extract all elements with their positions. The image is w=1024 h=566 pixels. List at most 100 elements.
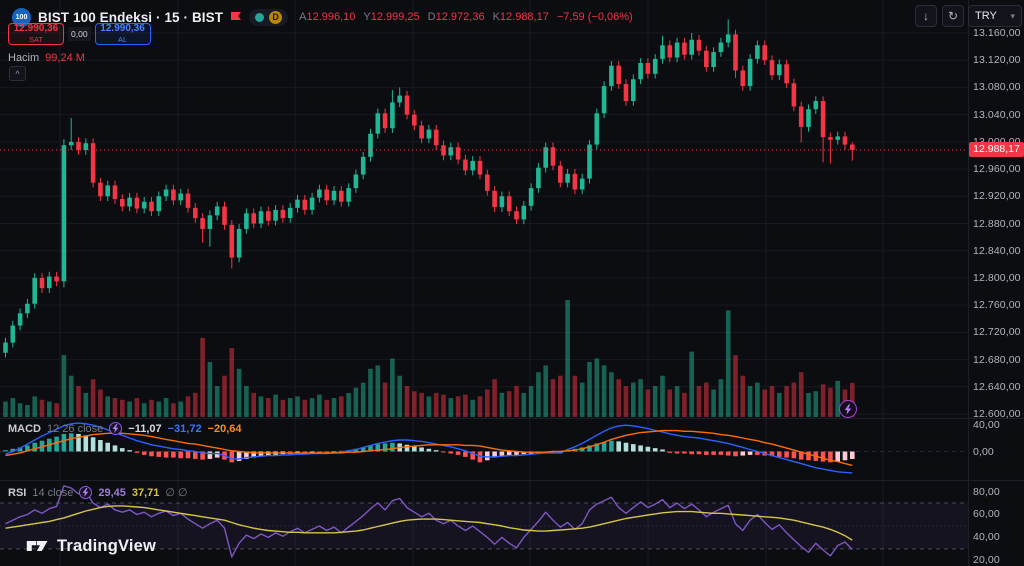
macd-hist-bar: [835, 451, 840, 462]
rsi-empty-values: ∅ ∅: [165, 487, 188, 499]
macd-hist-bar: [842, 451, 848, 461]
arrow-down-icon: ↓: [923, 9, 929, 23]
macd-hist-bar: [433, 450, 439, 452]
candle-body: [105, 185, 110, 197]
volume-bar: [543, 365, 548, 417]
rsi-boost-button[interactable]: [79, 486, 93, 499]
macd-tick: 40,00: [973, 419, 1000, 431]
candle-body: [798, 106, 804, 127]
macd-hist-bar: [360, 447, 366, 452]
currency-dropdown[interactable]: TRY ▾: [968, 5, 1022, 27]
candle-body: [163, 189, 169, 197]
candle-body: [433, 129, 439, 146]
macd-hist-bar: [127, 450, 132, 452]
candle-body: [426, 129, 432, 139]
change-value: −7,59 (−0,06%): [556, 11, 633, 23]
macd-boost-button[interactable]: [109, 422, 123, 435]
volume-bar: [280, 399, 286, 417]
candle-body: [266, 211, 271, 221]
volume-bar: [820, 384, 826, 417]
candle-body: [39, 277, 45, 289]
trade-panel: 12.990,36 SAT 0,00 12.990,36 AL: [8, 23, 151, 45]
candle-body: [54, 276, 59, 282]
candle-body: [485, 174, 490, 191]
volume-bar: [631, 382, 636, 417]
volume-bar: [120, 399, 125, 417]
sell-button[interactable]: 12.990,36 SAT: [8, 23, 64, 45]
volume-bar: [740, 375, 746, 417]
price-tick: 13.080,00: [973, 81, 1021, 93]
tradingview-logo[interactable]: TradingView: [26, 536, 156, 556]
price-tick: 12.840,00: [973, 245, 1021, 257]
candle-body: [850, 144, 855, 150]
volume-bar: [368, 368, 373, 417]
macd-hist-bar: [90, 437, 96, 452]
macd-hist-bar: [820, 451, 826, 462]
candle-body: [127, 197, 132, 207]
delayed-data-badge[interactable]: D: [269, 10, 283, 24]
collapse-trade-panel-button[interactable]: ^: [9, 66, 26, 81]
macd-hist-bar: [149, 451, 154, 457]
macd-hist-bar: [120, 448, 125, 452]
volume-bar: [470, 399, 475, 417]
candle-body: [565, 173, 570, 183]
volume-label: Hacim: [8, 52, 40, 64]
macd-hist-bar: [331, 451, 337, 453]
candle-body: [558, 165, 563, 183]
volume-bar: [258, 396, 264, 417]
volume-bar: [689, 351, 694, 417]
macd-params: 12 26 close: [47, 422, 104, 435]
macd-hist-bar: [638, 445, 643, 452]
volume-bar: [798, 372, 804, 417]
macd-hist-bar: [3, 450, 8, 452]
candle-body: [623, 84, 629, 102]
macd-hist-bar: [134, 451, 140, 453]
currency-value: TRY: [975, 10, 997, 22]
volume-bar: [704, 382, 709, 417]
symbol-title[interactable]: BIST 100 Endeksi · 15 · BIST: [38, 9, 224, 25]
volume-bar: [346, 392, 351, 417]
volume-bar: [98, 389, 103, 417]
volume-bar: [171, 403, 176, 417]
scroll-to-recent-button[interactable]: ↓: [915, 5, 937, 27]
volume-bar: [623, 386, 629, 417]
refresh-button[interactable]: ↻: [942, 5, 964, 27]
volume-bar: [850, 382, 855, 417]
volume-bar: [156, 401, 162, 417]
macd-hist-bar: [660, 449, 665, 452]
rsi-params: 14 close: [32, 486, 74, 499]
macd-hist-bar: [850, 451, 855, 459]
market-status-pill: D: [249, 8, 289, 26]
lightning-badge[interactable]: [839, 400, 857, 418]
pane-separator-rsi[interactable]: [0, 480, 1024, 481]
candle-body: [244, 213, 249, 229]
macd-hist-bar: [704, 451, 709, 455]
flag-icon[interactable]: [230, 11, 242, 23]
macd-hist-bar: [492, 451, 497, 458]
macd-hist-bar: [141, 451, 147, 455]
macd-hist-bar: [214, 451, 220, 458]
candle-body: [222, 206, 227, 225]
buy-button[interactable]: 12.990,36 AL: [94, 23, 151, 45]
candle-body: [638, 62, 643, 80]
candle-body: [90, 143, 96, 183]
volume-bar: [528, 386, 534, 417]
candle-body: [390, 102, 395, 129]
candle-body: [3, 342, 8, 353]
volume-bar: [609, 372, 614, 417]
rsi-title[interactable]: RSI: [8, 486, 27, 499]
candle-body: [448, 147, 454, 156]
macd-title[interactable]: MACD: [8, 422, 41, 435]
volume-bar: [558, 375, 563, 417]
volume-bar: [390, 358, 395, 417]
macd-hist-bar: [674, 451, 680, 454]
macd-hist-bar: [696, 451, 702, 455]
macd-hist-bar: [236, 451, 242, 461]
macd-hist-bar: [689, 451, 694, 455]
volume-bar: [83, 392, 89, 417]
volume-bar: [835, 380, 840, 417]
pane-separator-macd[interactable]: [0, 418, 1024, 419]
price-tick: 13.120,00: [973, 54, 1021, 66]
candle-body: [120, 199, 125, 207]
